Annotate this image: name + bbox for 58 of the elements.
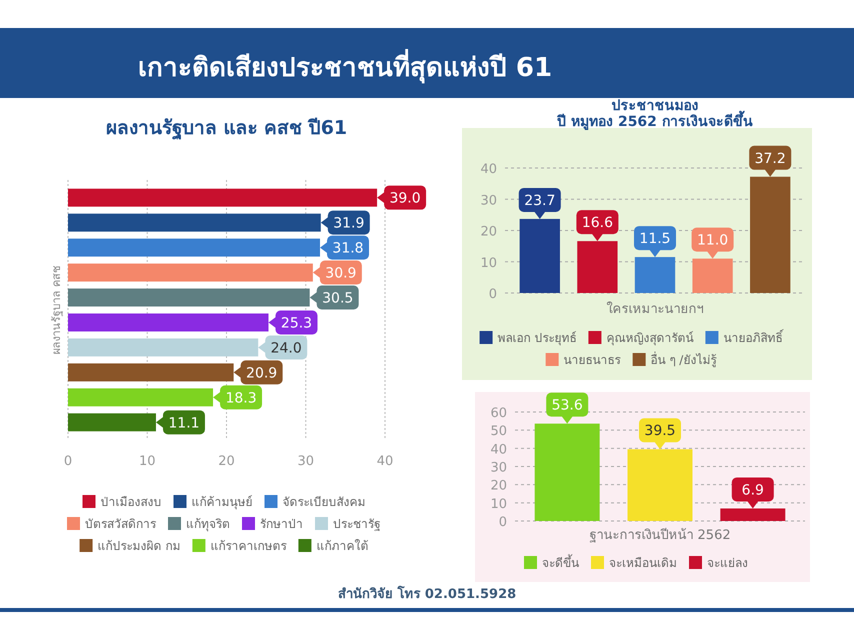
data-label: 18.3 (225, 390, 257, 406)
legend-label: จะดีขึ้น (542, 554, 579, 570)
y-tick-label: 20 (490, 478, 507, 494)
data-label: 11.1 (168, 415, 200, 432)
y-axis-title: ผลงานรัฐบาล คสช (50, 266, 63, 354)
data-label: 53.6 (552, 398, 583, 414)
legend-label: ประชารัฐ (333, 517, 381, 531)
y-tick-label: 10 (490, 496, 507, 512)
data-label: 37.2 (754, 150, 786, 167)
x-tick-label: ใครเหมาะนายกฯ (606, 301, 704, 317)
data-label: 11.5 (639, 231, 671, 248)
legend-label: คุณหญิงสุดารัตน์ (606, 331, 694, 346)
x-tick-label: ฐานะการเงินปีหน้า 2562 (589, 527, 731, 543)
legend-label: อื่น ๆ /ยังไม่รู้ (650, 351, 718, 368)
data-label: 39.0 (389, 190, 421, 207)
data-label: 20.9 (246, 365, 278, 382)
x-tick-label: 40 (376, 454, 394, 469)
legend-label: แก้ราคาเกษตร (210, 539, 288, 553)
y-tick-label: 20 (480, 224, 497, 240)
legend-label: จะเหมือนเดิม (609, 556, 677, 570)
data-label: 30.5 (322, 290, 354, 307)
x-tick-label: 0 (64, 454, 72, 469)
data-label: 11.0 (697, 232, 728, 249)
legend-label: บัตรสวัสดิการ (85, 517, 157, 531)
legend-label: แก้ประมงผิด กม (98, 539, 180, 553)
data-label: 31.9 (333, 216, 364, 232)
legend-label: พลเอก ประยุทธ์ (498, 331, 576, 346)
legend-label: นายธนาธร (564, 353, 622, 367)
y-tick-label: 10 (480, 256, 497, 271)
y-tick-label: 40 (480, 162, 497, 177)
data-label: 24.0 (270, 340, 302, 356)
x-tick-label: 20 (218, 454, 235, 469)
legend-label: แก้ค้ามนุษย์ (192, 495, 252, 510)
y-tick-label: 0 (498, 515, 507, 530)
data-label: 39.5 (644, 423, 676, 440)
chart-title: ผลงานรัฐบาล และ คสช ปี61 (106, 117, 348, 141)
legend-label: รักษาป่า (260, 517, 303, 531)
y-tick-label: 60 (490, 406, 507, 421)
y-tick-label: 0 (488, 287, 497, 302)
legend-label: จะแย่ลง (707, 556, 748, 570)
text: สำนักวิจัย โทร 02.051.5928 (338, 585, 516, 602)
legend-label: แก้ทุจริต (186, 517, 230, 532)
x-tick-label: 10 (138, 454, 156, 469)
text: เกาะติดเสียงประชาชนที่สุดแห่งปี 61 (138, 48, 552, 84)
data-label: 31.8 (332, 240, 364, 257)
legend-label: นายอภิสิทธิ์ (723, 329, 784, 345)
data-label: 30.9 (325, 266, 356, 282)
legend-label: ป่าเมืองสงบ (100, 495, 162, 509)
y-tick-label: 50 (490, 424, 507, 440)
data-label: 25.3 (280, 315, 312, 332)
legend-label: แก้ภาคใต้ (316, 539, 368, 553)
y-tick-label: 30 (480, 193, 497, 208)
data-label: 16.6 (582, 215, 614, 232)
y-tick-label: 40 (490, 442, 507, 458)
x-tick-label: 30 (297, 454, 314, 469)
data-label: 23.7 (524, 192, 556, 209)
data-label: 6.9 (742, 482, 764, 498)
legend-label: จัดระเบียบสังคม (282, 495, 366, 509)
